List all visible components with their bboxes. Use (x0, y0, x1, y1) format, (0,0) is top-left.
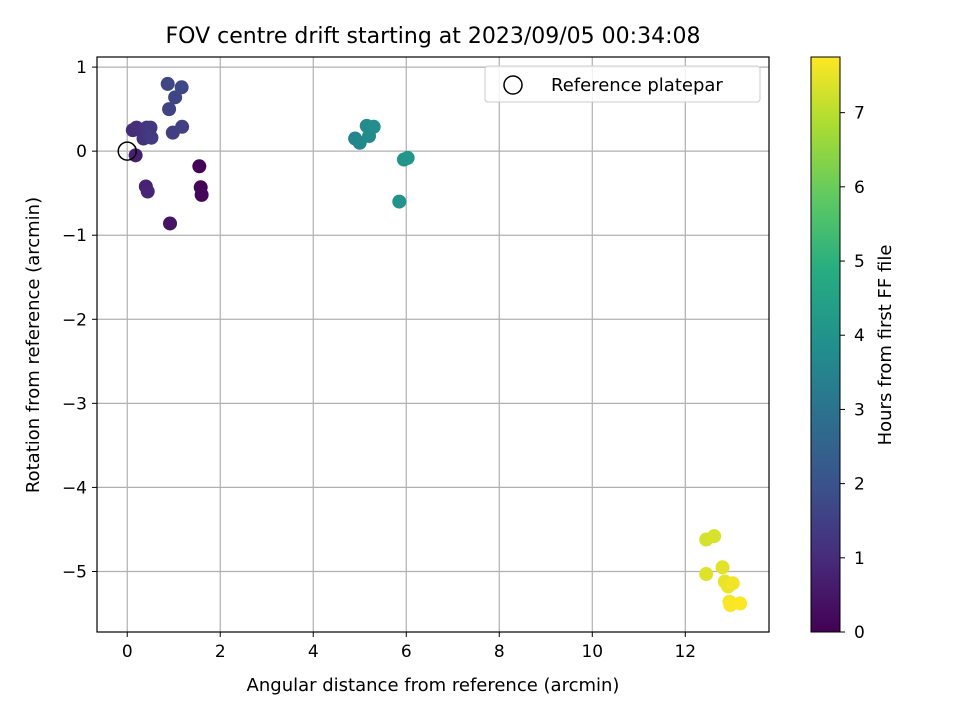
y-axis-ticks: 1 0 −1 −2 −3 −4 −5 (62, 58, 97, 582)
x-tick-label: 8 (494, 642, 505, 662)
colorbar-tick-label: 1 (854, 549, 865, 569)
data-point (400, 150, 415, 165)
reference-platepar-marker (117, 141, 137, 161)
y-tick-label: 1 (76, 58, 87, 78)
legend-box (484, 65, 761, 103)
y-tick-label: −3 (62, 394, 87, 414)
legend-reference-marker (503, 75, 523, 95)
colorbar-gradient (810, 56, 841, 633)
data-point (194, 187, 209, 202)
plot-frame (96, 56, 770, 633)
data-point (392, 194, 407, 209)
y-axis-label: Rotation from reference (arcmin) (23, 197, 44, 493)
data-point (192, 159, 207, 174)
x-tick-label: 2 (215, 642, 226, 662)
colorbar-tick-label: 6 (854, 178, 865, 198)
y-tick-label: −5 (62, 562, 87, 582)
data-point (707, 529, 722, 544)
data-point (144, 130, 159, 145)
colorbar-tick-label: 5 (854, 252, 865, 272)
data-point (699, 566, 714, 581)
data-point (160, 76, 175, 91)
grid-lines (97, 57, 769, 632)
colorbar-ticks: 0 1 2 3 4 5 6 7 (840, 104, 865, 643)
data-point (163, 216, 178, 231)
data-point (174, 80, 189, 95)
data-point (366, 119, 381, 134)
x-axis-label: Angular distance from reference (arcmin) (247, 675, 620, 696)
scatter-points (125, 76, 748, 613)
x-tick-label: 6 (401, 642, 412, 662)
data-point (143, 120, 158, 135)
legend-entry-label: Reference platepar (551, 75, 723, 96)
y-tick-label: −4 (62, 478, 87, 498)
chart-title: FOV centre drift starting at 2023/09/05 … (166, 24, 701, 49)
data-point (168, 90, 183, 105)
data-point (162, 102, 177, 117)
reference-marker (117, 141, 137, 161)
colorbar-tick-label: 3 (854, 400, 865, 420)
data-point (715, 560, 730, 575)
colorbar-tick-label: 4 (854, 326, 865, 346)
y-tick-label: 0 (76, 142, 87, 162)
colorbar: 0 1 2 3 4 5 6 7 Hours from first FF file (810, 56, 896, 643)
x-tick-label: 12 (674, 642, 696, 662)
data-point (725, 576, 740, 591)
x-tick-label: 0 (122, 642, 133, 662)
data-point (175, 119, 190, 134)
colorbar-label: Hours from first FF file (875, 245, 896, 446)
colorbar-tick-label: 7 (854, 104, 865, 124)
legend: Reference platepar (484, 65, 761, 103)
x-axis-ticks: 0 2 4 6 8 10 12 (122, 632, 696, 662)
x-tick-label: 4 (308, 642, 319, 662)
y-tick-label: −2 (62, 310, 87, 330)
colorbar-tick-label: 2 (854, 475, 865, 495)
y-tick-label: −1 (62, 226, 87, 246)
data-point (140, 184, 155, 199)
data-point (733, 596, 748, 611)
colorbar-tick-label: 0 (854, 623, 865, 643)
x-tick-label: 10 (581, 642, 603, 662)
